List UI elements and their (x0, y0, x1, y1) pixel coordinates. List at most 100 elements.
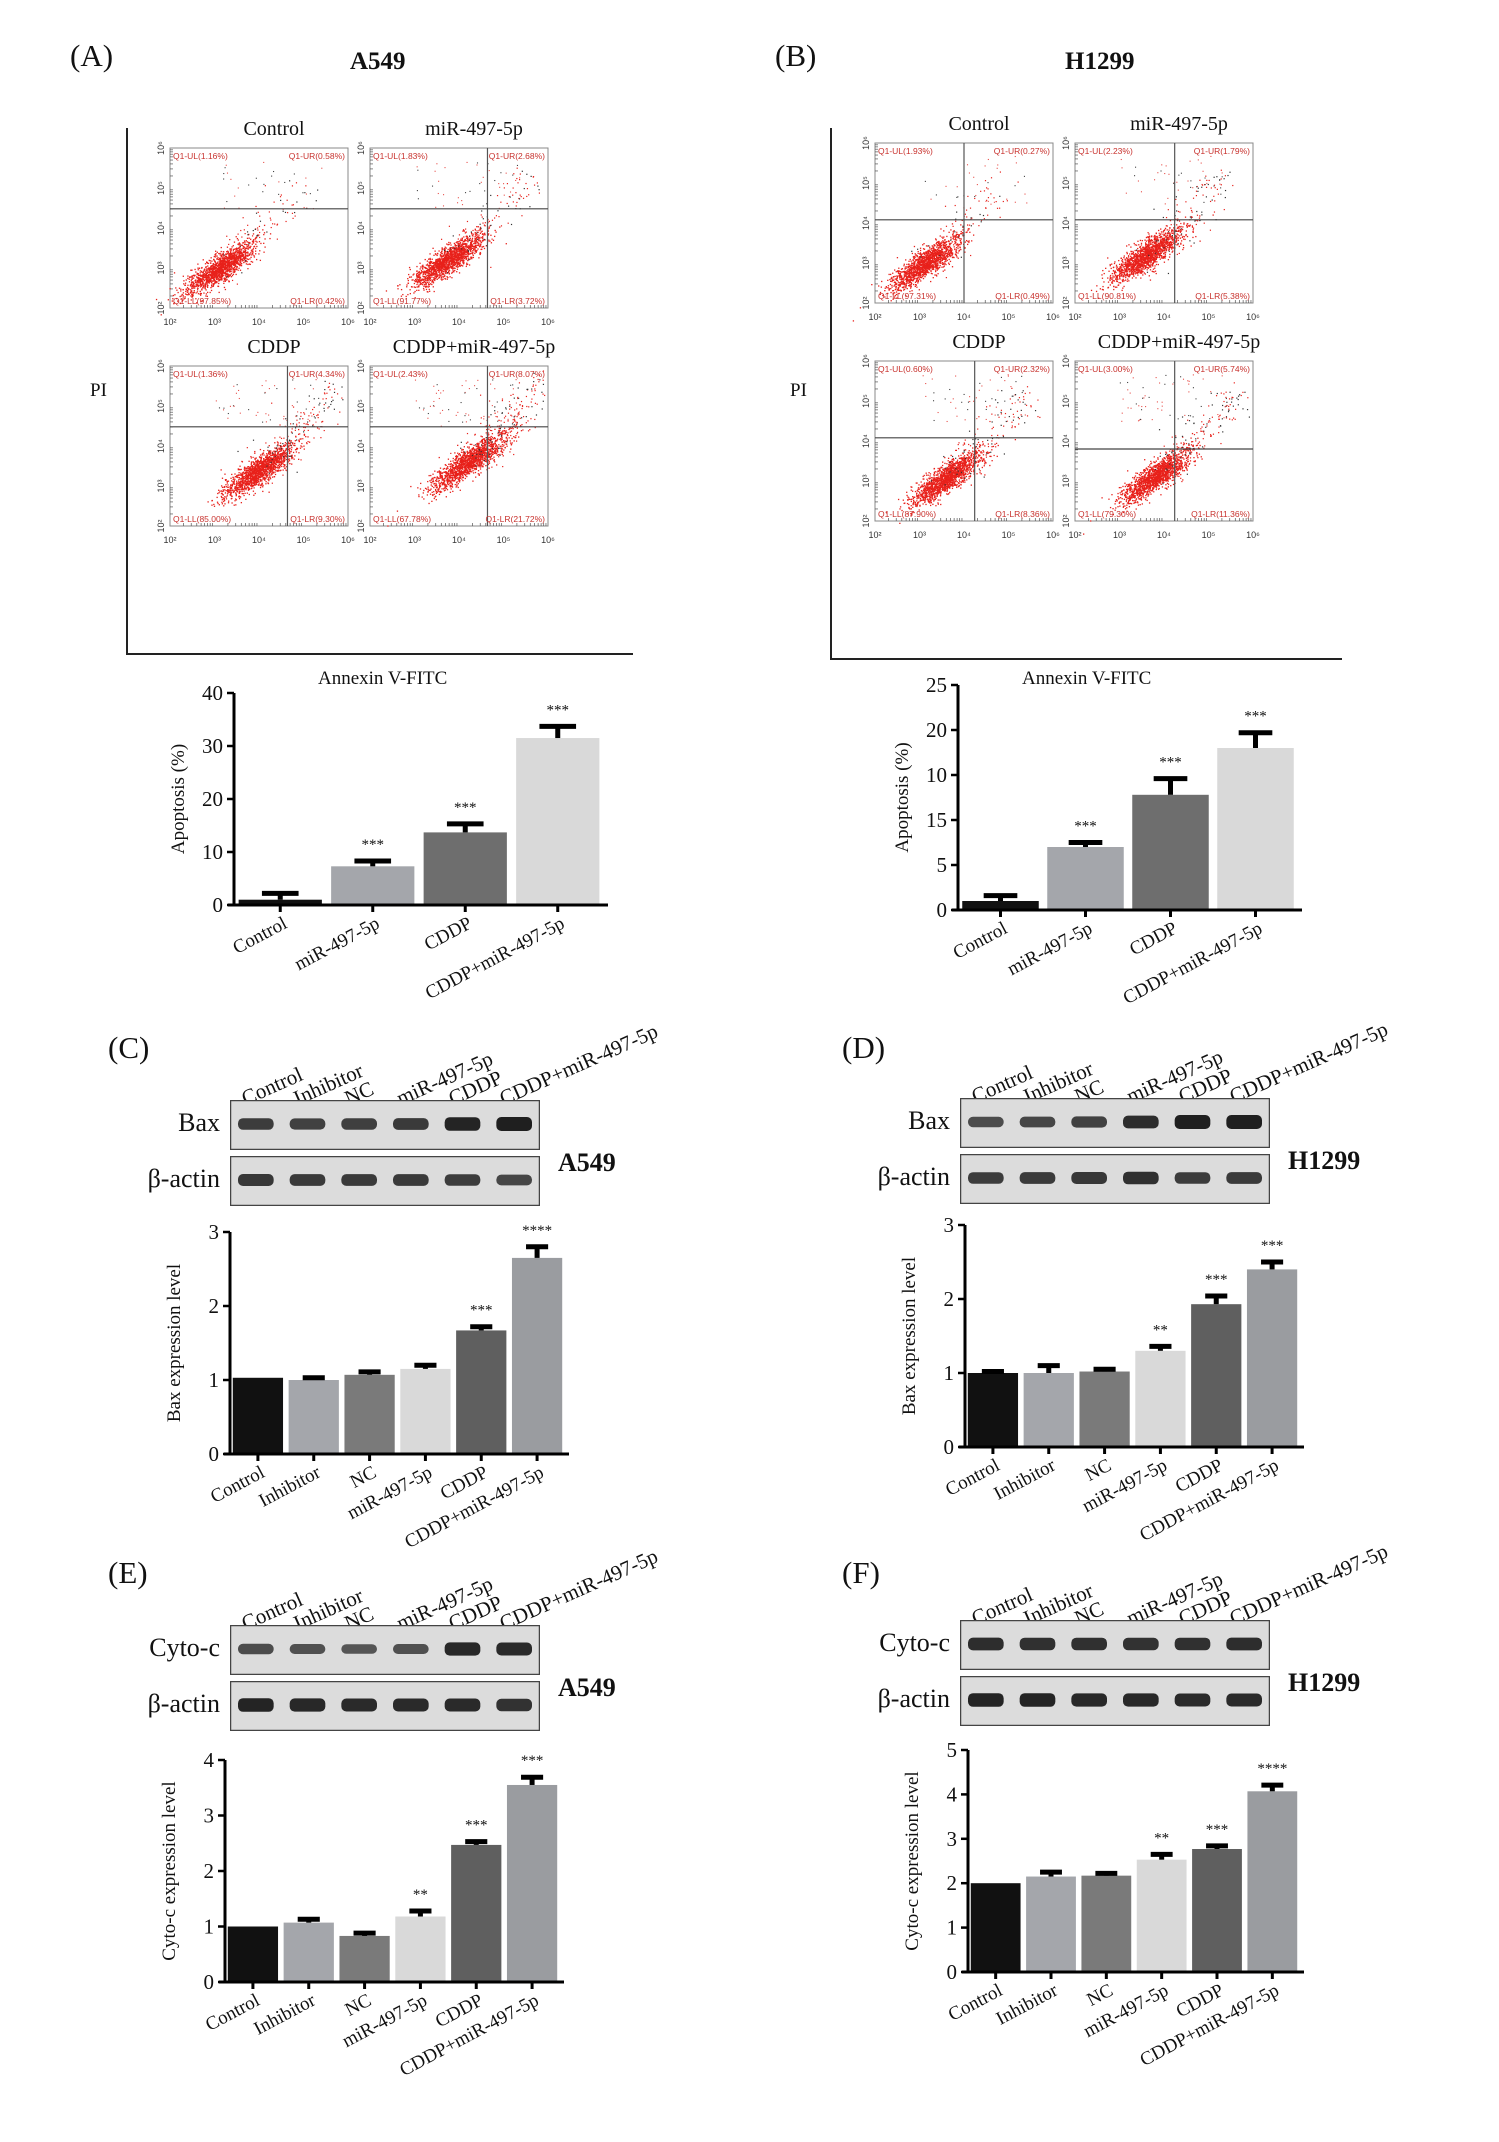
quadrant-label-ul: Q1-UL(1.83%) (373, 151, 428, 161)
y-tick-label: 1 (204, 1915, 215, 1939)
quadrant-label-ul: Q1-UL(2.23%) (1078, 146, 1133, 156)
panel-b-cell-line: H1299 (1065, 48, 1134, 76)
y-axis-label: Bax expression level (164, 1264, 185, 1422)
blot-band (1175, 1693, 1211, 1706)
blot-row-label: β-actin (95, 1164, 220, 1194)
blot-strip (960, 1620, 1270, 1670)
blot-band (238, 1644, 274, 1654)
flow-x-tick: 10³ (408, 317, 421, 327)
flow-y-tick: 10² (156, 519, 166, 532)
blot-band (341, 1118, 377, 1129)
flow-plot-title: miR-497-5p (370, 118, 578, 141)
flow-y-tick: 10² (356, 519, 366, 532)
significance-label: **** (522, 1223, 552, 1239)
significance-label: *** (1261, 1238, 1284, 1254)
bar (456, 1330, 506, 1454)
blot-strip (230, 1156, 540, 1206)
flow-x-tick: 10⁶ (541, 317, 555, 327)
y-axis-label: Bax expression level (899, 1257, 920, 1415)
flow-plot-title: CDDP (170, 336, 378, 359)
y-tick-label: 0 (209, 1442, 220, 1466)
x-tick-label: CDDP (421, 913, 476, 955)
flow-y-tick: 10⁶ (356, 359, 366, 373)
error-bar (1069, 843, 1103, 848)
bar (331, 866, 414, 905)
y-tick-label: 1 (944, 1361, 955, 1385)
y-tick-label: 2 (947, 1871, 958, 1895)
error-bar (1094, 1369, 1116, 1371)
flow-y-tick: 10⁶ (861, 136, 871, 150)
blot-row-label: Cyto-c (825, 1628, 950, 1658)
y-tick-label: 2 (209, 1294, 220, 1318)
y-axis-label: Cyto-c expression level (902, 1771, 923, 1950)
flow-plot-title: CDDP+miR-497-5p (370, 336, 578, 359)
blot-band (238, 1174, 274, 1186)
bar (1137, 1860, 1187, 1972)
bar (516, 738, 599, 905)
blot-band (1071, 1172, 1107, 1184)
flow-plot: 10²10²10³10³10⁴10⁴10⁵10⁵10⁶10⁶Q1-UL(1.16… (148, 148, 360, 334)
blot-band (496, 1642, 532, 1655)
blot-strip (230, 1100, 540, 1150)
blot-row-label: β-actin (825, 1684, 950, 1714)
flow-y-tick: 10⁴ (356, 221, 366, 235)
bar (507, 1785, 557, 1982)
bar (1079, 1372, 1129, 1447)
blot-band (445, 1698, 481, 1711)
flow-x-tick: 10⁵ (497, 535, 511, 545)
error-bar (1154, 779, 1188, 795)
bar (1247, 1791, 1297, 1972)
x-tick-label: Control (950, 918, 1011, 964)
flow-x-tick: 10³ (208, 317, 221, 327)
flow-plot: 10²10²10³10³10⁴10⁴10⁵10⁵10⁶10⁶Q1-UL(1.36… (148, 366, 360, 552)
flow-x-tick: 10⁴ (1157, 312, 1171, 322)
x-tick-label: miR-497-5p (1004, 918, 1096, 980)
error-bar (359, 1372, 381, 1375)
quadrant-label-ur: Q1-UR(8.07%) (489, 369, 545, 379)
x-tick-label: Inhibitor (993, 1980, 1062, 2030)
blot-band (341, 1644, 377, 1654)
quadrant-label-ll: Q1-LL(91.77%) (373, 296, 431, 306)
bar (228, 1927, 278, 1983)
quadrant-label-ll: Q1-LL(87.90%) (878, 509, 936, 519)
flow-x-tick: 10⁶ (1246, 530, 1260, 540)
blot-band (393, 1698, 429, 1711)
y-axis-label: Cyto-c expression level (159, 1781, 180, 1960)
flow-x-tick: 10³ (408, 535, 421, 545)
blot-strip (960, 1154, 1270, 1204)
flow-x-tick: 10⁵ (497, 317, 511, 327)
blot-band (393, 1118, 429, 1130)
error-bar (1038, 1366, 1060, 1373)
error-bar (303, 1378, 325, 1380)
flow-x-tick: 10² (163, 317, 176, 327)
flow-x-tick: 10⁴ (252, 317, 266, 327)
y-tick-label: 3 (204, 1804, 215, 1828)
flow-x-tick: 10⁴ (252, 535, 266, 545)
blot-cell-line: A549 (558, 1148, 616, 1178)
flow-y-tick: 10⁴ (356, 439, 366, 453)
quadrant-label-ll: Q1-LL(90.81%) (1078, 291, 1136, 301)
quadrant-label-ll: Q1-LL(79.30%) (1078, 509, 1136, 519)
panel-a-cell-line: A549 (350, 48, 406, 76)
blot-band (238, 1118, 274, 1130)
flow-x-tick: 10⁶ (1246, 312, 1260, 322)
flow-y-tick: 10⁵ (1061, 394, 1071, 408)
flow-y-tick: 10⁴ (156, 439, 166, 453)
y-tick-label: 3 (209, 1220, 220, 1244)
blot-band (445, 1117, 481, 1131)
blot-cell-line: H1299 (1288, 1668, 1360, 1698)
significance-label: *** (521, 1753, 544, 1769)
flow-y-tick: 10⁶ (1061, 354, 1071, 368)
flow-plot-title: Control (875, 113, 1083, 136)
y-tick-label: 5 (947, 1738, 958, 1762)
bar (1081, 1876, 1131, 1972)
quadrant-label-lr: Q1-LR(8.36%) (995, 509, 1050, 519)
flow-y-tick: 10³ (1061, 256, 1071, 269)
error-bar (984, 896, 1018, 901)
bar (1132, 795, 1209, 910)
y-tick-label: 40 (202, 681, 223, 705)
flow-x-tick: 10² (1068, 530, 1081, 540)
flow-y-tick: 10⁵ (356, 399, 366, 413)
flow-x-tick: 10² (1068, 312, 1081, 322)
